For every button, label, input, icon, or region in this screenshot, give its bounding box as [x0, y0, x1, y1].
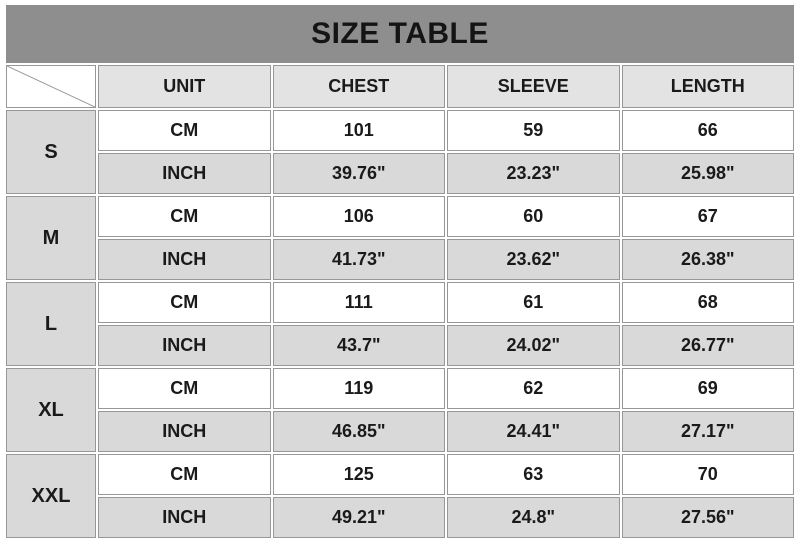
cell-xxl-cm-sleeve: 63: [447, 454, 620, 495]
table-row-xl-inch: INCH 46.85" 24.41" 27.17": [6, 411, 794, 452]
size-label-m: M: [6, 196, 96, 280]
cell-xl-inch-length: 27.17": [621, 411, 794, 452]
table-row-xxl-inch: INCH 49.21" 24.8" 27.56": [6, 497, 794, 538]
cell-m-inch-length: 26.38": [621, 239, 794, 280]
column-header-sleeve: SLEEVE: [447, 65, 620, 108]
unit-cell-m-cm: CM: [98, 196, 271, 237]
unit-cell-xxl-inch: INCH: [98, 497, 271, 538]
unit-cell-xl-cm: CM: [98, 368, 271, 409]
unit-cell-xl-inch: INCH: [98, 411, 271, 452]
corner-diagonal-cell: [6, 65, 96, 108]
cell-l-inch-chest: 43.7": [272, 325, 445, 366]
unit-cell-m-inch: INCH: [98, 239, 271, 280]
table-row-l-inch: INCH 43.7" 24.02" 26.77": [6, 325, 794, 366]
table-row-l-cm: L CM 111 61 68: [6, 282, 794, 366]
cell-xl-cm-length: 69: [621, 368, 794, 409]
unit-cell-xxl-cm: CM: [98, 454, 271, 495]
cell-s-inch-chest: 39.76": [272, 153, 445, 194]
cell-m-inch-sleeve: 23.62": [447, 239, 620, 280]
cell-xxl-cm-chest: 125: [272, 454, 445, 495]
diagonal-line-icon: [7, 66, 95, 107]
size-table-title-bar: SIZE TABLE: [6, 5, 794, 63]
cell-xl-inch-chest: 46.85": [272, 411, 445, 452]
cell-s-cm-length: 66: [621, 110, 794, 151]
cell-xl-cm-chest: 119: [272, 368, 445, 409]
cell-s-cm-sleeve: 59: [447, 110, 620, 151]
size-table: UNIT CHEST SLEEVE LENGTH S CM 101 59 66 …: [4, 63, 796, 540]
cell-xxl-inch-length: 27.56": [621, 497, 794, 538]
size-label-s: S: [6, 110, 96, 194]
table-row-xxl-cm: XXL CM 125 63 70: [6, 454, 794, 538]
cell-m-cm-sleeve: 60: [447, 196, 620, 237]
table-row-m-cm: M CM 106 60 67: [6, 196, 794, 280]
column-header-unit: UNIT: [98, 65, 271, 108]
size-table-title: SIZE TABLE: [311, 17, 489, 50]
cell-xxl-inch-sleeve: 24.8": [447, 497, 620, 538]
table-row-s-cm: S CM 101 59 66: [6, 110, 794, 194]
cell-l-inch-length: 26.77": [621, 325, 794, 366]
unit-cell-s-inch: INCH: [98, 153, 271, 194]
cell-s-inch-length: 25.98": [621, 153, 794, 194]
unit-cell-s-cm: CM: [98, 110, 271, 151]
cell-s-cm-chest: 101: [272, 110, 445, 151]
cell-l-cm-sleeve: 61: [447, 282, 620, 323]
cell-xl-inch-sleeve: 24.41": [447, 411, 620, 452]
table-row-xl-cm: XL CM 119 62 69: [6, 368, 794, 452]
column-header-chest: CHEST: [272, 65, 445, 108]
size-label-xl: XL: [6, 368, 96, 452]
cell-l-inch-sleeve: 24.02": [447, 325, 620, 366]
size-label-l: L: [6, 282, 96, 366]
cell-xxl-cm-length: 70: [621, 454, 794, 495]
cell-xxl-inch-chest: 49.21": [272, 497, 445, 538]
header-row: UNIT CHEST SLEEVE LENGTH: [6, 65, 794, 108]
table-row-m-inch: INCH 41.73" 23.62" 26.38": [6, 239, 794, 280]
table-row-s-inch: INCH 39.76" 23.23" 25.98": [6, 153, 794, 194]
cell-m-inch-chest: 41.73": [272, 239, 445, 280]
cell-l-cm-chest: 111: [272, 282, 445, 323]
cell-xl-cm-sleeve: 62: [447, 368, 620, 409]
cell-m-cm-length: 67: [621, 196, 794, 237]
cell-s-inch-sleeve: 23.23": [447, 153, 620, 194]
cell-m-cm-chest: 106: [272, 196, 445, 237]
column-header-length: LENGTH: [621, 65, 794, 108]
unit-cell-l-inch: INCH: [98, 325, 271, 366]
size-label-xxl: XXL: [6, 454, 96, 538]
unit-cell-l-cm: CM: [98, 282, 271, 323]
cell-l-cm-length: 68: [621, 282, 794, 323]
